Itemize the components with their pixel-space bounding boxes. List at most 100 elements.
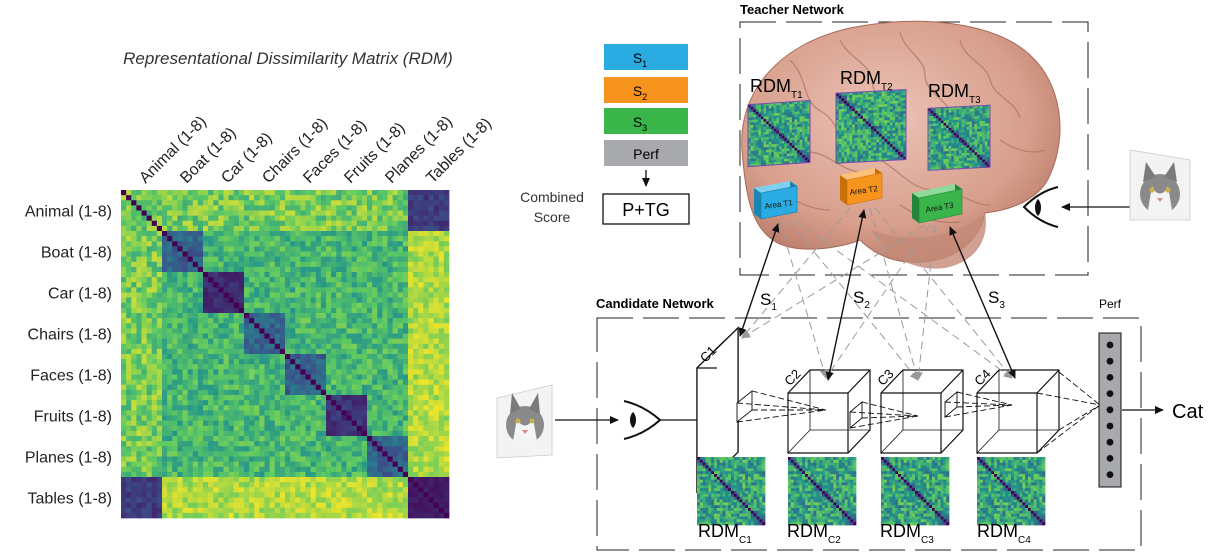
rdm-cell [750, 124, 754, 129]
rdm-cell [162, 364, 168, 370]
rdm-cell [438, 354, 445, 360]
rdm-cell [799, 100, 803, 105]
rdm-cell [254, 364, 260, 370]
rdm-cell [233, 425, 240, 432]
rdm-cell [402, 215, 409, 222]
rdm-cell [794, 150, 798, 154]
rdm-cell [779, 117, 782, 121]
rdm-cell [203, 415, 209, 421]
rdm-cell [433, 441, 440, 447]
rdm-cell [372, 190, 378, 196]
rdm-cell [433, 487, 440, 493]
rdm-cell [156, 502, 163, 509]
rdm-cell [392, 405, 399, 411]
rdm-cell [326, 436, 332, 442]
rdm-cell [433, 215, 440, 222]
rdm-cell [290, 348, 296, 355]
rdm-cell [377, 241, 383, 247]
rdm-cell [269, 318, 276, 324]
rdm-cell [781, 120, 785, 124]
rdm-cell [208, 292, 214, 298]
rdm-cell [274, 410, 281, 416]
rdm-cell [784, 156, 788, 160]
rdm-cell [208, 241, 214, 247]
rdm-cell [346, 272, 352, 278]
rdm-cell [331, 384, 337, 391]
rdm-cell [218, 425, 224, 432]
rdm-cell [804, 118, 808, 122]
rdm-cell [387, 436, 393, 442]
rdm-cell [305, 297, 311, 304]
rdm-cell [177, 215, 183, 222]
rdm-cell [382, 251, 388, 257]
rdm-cell [177, 210, 183, 216]
rdm-cell [300, 261, 306, 268]
rdm-cell [402, 220, 409, 227]
rdm-cell [766, 123, 770, 128]
rdm-cell [121, 277, 127, 283]
rdm-cell [397, 333, 404, 339]
rdm-cell [331, 471, 337, 478]
rdm-cell [377, 379, 383, 386]
rdm-cell [418, 512, 424, 519]
rdm-cell [131, 415, 137, 421]
rdm-cell [392, 425, 399, 432]
rdm-cell [392, 318, 399, 324]
rdm-cell [336, 328, 342, 334]
rdm-cell [182, 436, 188, 442]
rdm-cell [356, 466, 363, 473]
rdm-cell [162, 512, 168, 519]
rdm-cell [423, 272, 429, 278]
rdm-cell [784, 104, 788, 108]
rdm-cell [791, 153, 795, 157]
rdm-cell [126, 333, 132, 339]
rdm-cell [377, 215, 383, 222]
rdm-cell [433, 246, 440, 252]
rdm-cell [346, 466, 352, 473]
rdm-cell [223, 261, 229, 268]
rdm-cell [203, 482, 209, 488]
rdm-cell [402, 466, 409, 473]
rdm-cell [320, 323, 327, 329]
rdm-cell [367, 389, 373, 396]
rdm-cell [372, 333, 378, 339]
rdm-cell [197, 436, 204, 442]
rdm-cell [320, 507, 327, 514]
rdm-cell [846, 97, 850, 102]
rdm-cell [197, 205, 204, 211]
rdm-cell [443, 502, 450, 509]
rdm-cell [331, 236, 337, 242]
rdm-cell [238, 461, 245, 468]
rdm-cell [121, 287, 127, 293]
rdm-cell [182, 328, 188, 334]
rdm-cell [172, 272, 178, 278]
rdm-cell [438, 512, 445, 519]
rdm-cell [315, 389, 322, 396]
rdm-cell [750, 145, 754, 149]
rdm-cell [428, 236, 434, 242]
rdm-cell [443, 369, 450, 375]
rdm-cell [213, 236, 219, 242]
rdm-cell [218, 430, 224, 437]
rdm-cell [423, 231, 429, 237]
rdm-cell [177, 451, 183, 457]
rdm-cell [428, 225, 434, 232]
rdm-cell [387, 410, 393, 416]
rdm-cell [346, 369, 352, 375]
rdm-cell [187, 420, 194, 427]
rdm-cell [408, 200, 414, 206]
rdm-cell [208, 369, 214, 375]
rdm-cell [387, 354, 393, 360]
rdm-cell [167, 292, 173, 298]
rdm-cell [326, 190, 332, 196]
rdm-cell [320, 461, 327, 468]
rdm-cell [377, 425, 383, 432]
rdm-cell [791, 145, 795, 149]
rdm-cell [392, 512, 399, 519]
rdm-cell [254, 328, 260, 334]
rdm-cell [136, 287, 142, 293]
rdm-cell [804, 100, 808, 104]
rdm-cell [279, 282, 286, 288]
rdm-cell [213, 430, 219, 437]
rdm-cell [397, 456, 404, 462]
